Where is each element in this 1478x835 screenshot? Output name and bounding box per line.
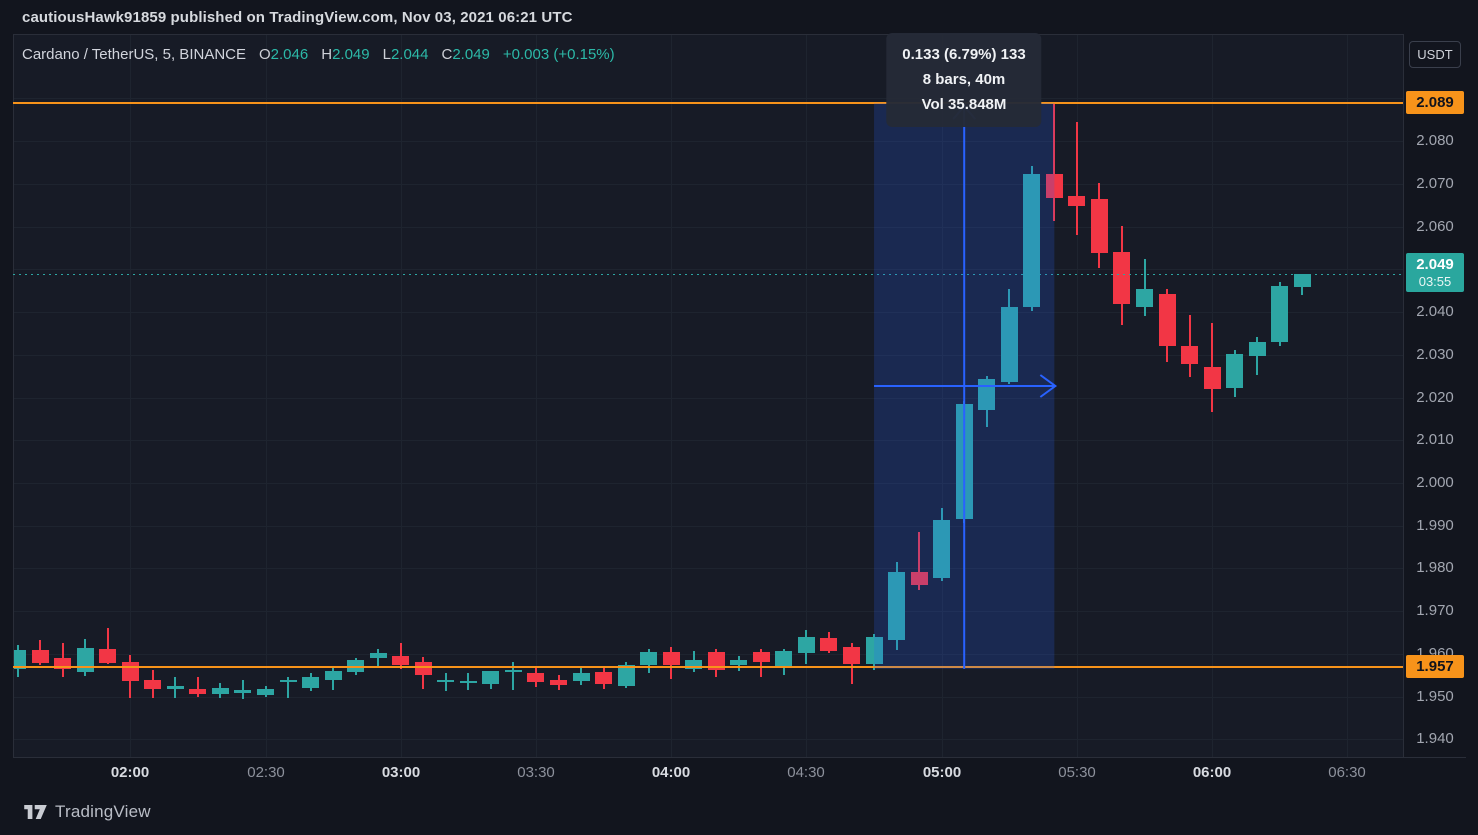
measure-bar-count: 8 bars, 40m [922, 71, 1006, 88]
time-gridline [130, 34, 131, 757]
price-gridline [13, 611, 1403, 612]
measure-price-change: 0.133 (6.79%) 133 [902, 46, 1026, 63]
price-gridline [13, 184, 1403, 185]
price-tick-label: 1.980 [1416, 559, 1454, 576]
price-gridline [13, 312, 1403, 313]
price-gridline [13, 355, 1403, 356]
time-gridline [942, 34, 943, 757]
time-gridline [1077, 34, 1078, 757]
time-tick-label: 02:30 [247, 764, 285, 781]
time-tick-label: 04:30 [787, 764, 825, 781]
price-tick-label: 2.010 [1416, 431, 1454, 448]
chart-legend: Cardano / TetherUS, 5, BINANCE O2.046 H2… [22, 46, 615, 63]
price-tick-label: 2.000 [1416, 474, 1454, 491]
price-gridline [13, 440, 1403, 441]
time-gridline [806, 34, 807, 757]
time-tick-label: 03:00 [381, 764, 421, 781]
currency-toggle-button[interactable]: USDT [1409, 41, 1461, 68]
time-gridline [671, 34, 672, 757]
bar-change: +0.003 (+0.15%) [502, 46, 615, 63]
measure-tool-drawing[interactable] [13, 34, 1403, 757]
measure-volume: Vol 35.848M [921, 96, 1007, 113]
tradingview-watermark[interactable]: TradingView [24, 802, 151, 822]
time-tick-label: 03:30 [517, 764, 555, 781]
price-tick-label: 2.070 [1416, 175, 1454, 192]
tradingview-brand-text: TradingView [55, 802, 151, 821]
last-price-value: 2.049 [1416, 256, 1454, 273]
price-axis-divider [1403, 34, 1404, 788]
price-gridline [13, 269, 1403, 270]
time-gridline [536, 34, 537, 757]
publish-info: cautiousHawk91859 published on TradingVi… [22, 9, 573, 26]
ohlc-open: O2.046 [259, 46, 309, 63]
price-gridline [13, 483, 1403, 484]
chart-plot-area[interactable] [13, 34, 1403, 757]
ohlc-close: C2.049 [441, 46, 490, 63]
price-gridline [13, 526, 1403, 527]
price-gridline [13, 697, 1403, 698]
price-tick-label: 1.940 [1416, 730, 1454, 747]
time-tick-label: 06:30 [1328, 764, 1366, 781]
time-tick-label: 06:00 [1192, 764, 1232, 781]
symbol-title: Cardano / TetherUS, 5, BINANCE [22, 46, 246, 63]
price-line-label: 1.957 [1406, 655, 1464, 678]
price-line-label: 2.089 [1406, 91, 1464, 114]
horizontal-price-line[interactable] [13, 102, 1403, 104]
price-gridline [13, 398, 1403, 399]
time-gridline [401, 34, 402, 757]
price-tick-label: 2.040 [1416, 303, 1454, 320]
price-tick-label: 2.060 [1416, 218, 1454, 235]
horizontal-price-line[interactable] [13, 666, 1403, 668]
price-axis[interactable]: 2.080 2.070 2.060 2.040 2.030 2.020 2.010 2.000… [1404, 34, 1466, 757]
price-gridline [13, 98, 1403, 99]
tradingview-logo-icon [24, 805, 47, 819]
time-gridline [266, 34, 267, 757]
measure-tooltip: 0.133 (6.79%) 133 8 bars, 40m Vol 35.848… [886, 33, 1042, 127]
bar-countdown: 03:55 [1418, 274, 1452, 289]
time-tick-label: 04:00 [651, 764, 691, 781]
time-axis-divider [13, 757, 1466, 758]
price-tick-label: 2.030 [1416, 346, 1454, 363]
ohlc-low: L2.044 [382, 46, 429, 63]
time-tick-label: 05:30 [1058, 764, 1096, 781]
price-gridline [13, 141, 1403, 142]
price-gridline [13, 227, 1403, 228]
ohlc-high: H2.049 [321, 46, 370, 63]
time-gridline [1347, 34, 1348, 757]
price-gridline [13, 739, 1403, 740]
last-price-label: 2.049 03:55 [1406, 253, 1464, 292]
price-tick-label: 1.950 [1416, 688, 1454, 705]
time-tick-label: 02:00 [110, 764, 150, 781]
last-price-line [13, 274, 1403, 275]
price-tick-label: 1.970 [1416, 602, 1454, 619]
time-axis[interactable]: 02:00 02:30 03:00 03:30 04:00 04:30 05:00 05:30… [13, 758, 1466, 788]
price-tick-label: 1.990 [1416, 517, 1454, 534]
time-tick-label: 05:00 [922, 764, 962, 781]
price-gridline [13, 568, 1403, 569]
price-tick-label: 2.020 [1416, 389, 1454, 406]
price-tick-label: 2.080 [1416, 132, 1454, 149]
